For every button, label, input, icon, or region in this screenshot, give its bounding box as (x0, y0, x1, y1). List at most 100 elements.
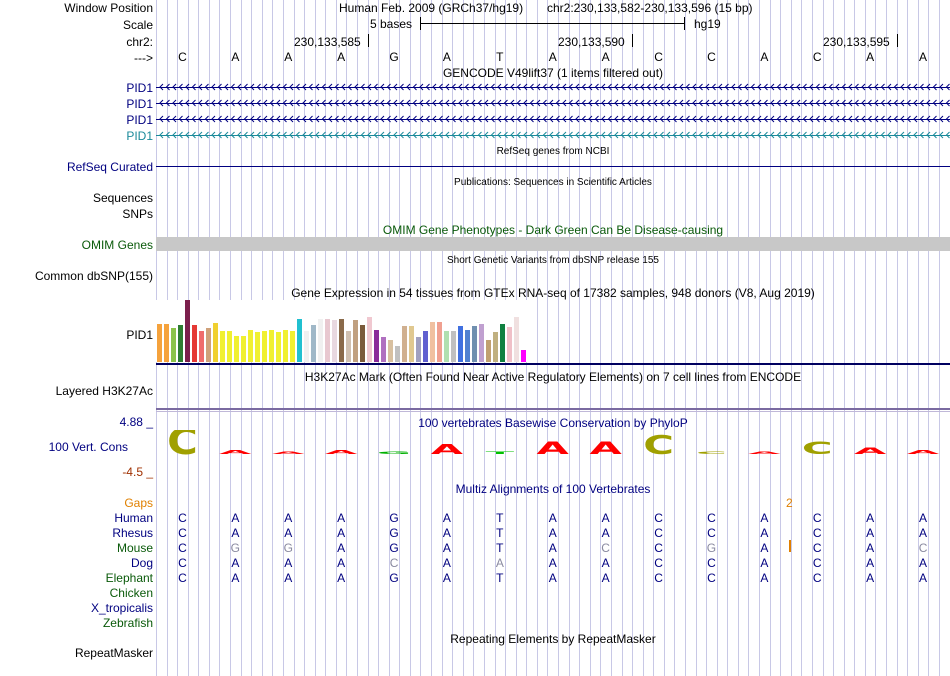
gtex-bar[interactable] (416, 337, 421, 362)
strand-arrow (497, 131, 502, 139)
dbsnp-label[interactable]: Common dbSNP(155) (34, 269, 153, 283)
gtex-bar[interactable] (458, 326, 463, 362)
gtex-bar[interactable] (493, 332, 498, 362)
gencode-label[interactable]: PID1 (126, 97, 153, 111)
aligned-base: C (389, 556, 399, 570)
species-label[interactable]: Mouse (116, 541, 153, 555)
gtex-bar[interactable] (276, 332, 281, 362)
gtex-bar[interactable] (178, 325, 183, 362)
gtex-bar[interactable] (500, 324, 505, 362)
gtex-bar[interactable] (318, 319, 323, 362)
repeat-label[interactable]: RepeatMasker (74, 646, 153, 660)
refseq-line[interactable] (156, 166, 950, 167)
gtex-bar[interactable] (199, 331, 204, 362)
gtex-bar[interactable] (332, 320, 337, 362)
strand-arrow (529, 83, 534, 91)
gtex-bar[interactable] (325, 319, 330, 362)
snps-label[interactable]: SNPs (122, 207, 153, 221)
strand-arrow (698, 131, 703, 139)
h3k27ac-label[interactable]: Layered H3K27Ac (55, 384, 153, 398)
gtex-bar[interactable] (472, 326, 477, 362)
gtex-bar[interactable] (346, 331, 351, 362)
species-label[interactable]: Elephant (105, 571, 153, 585)
gtex-bar[interactable] (192, 325, 197, 362)
gtex-bar[interactable] (514, 317, 519, 362)
phylop-label[interactable]: 100 Vert. Cons (48, 440, 128, 454)
gtex-bar[interactable] (311, 325, 316, 362)
strand-arrow (477, 99, 482, 107)
gtex-bar[interactable] (360, 325, 365, 362)
gtex-bar[interactable] (395, 346, 400, 362)
gencode-label[interactable]: PID1 (126, 81, 153, 95)
gtex-bar[interactable] (367, 317, 372, 362)
gene-feature[interactable] (156, 103, 950, 107)
gtex-bar[interactable] (507, 327, 512, 362)
gtex-bar[interactable] (220, 331, 225, 362)
species-label[interactable]: X_tropicalis (90, 601, 153, 615)
omim-label[interactable]: OMIM Genes (81, 238, 153, 252)
gtex-bar[interactable] (451, 331, 456, 362)
gtex-bar[interactable] (521, 350, 526, 362)
gtex-bar[interactable] (185, 300, 190, 362)
gtex-bar[interactable] (444, 331, 449, 362)
gtex-bar[interactable] (248, 330, 253, 362)
gene-feature[interactable] (156, 119, 950, 123)
strand-arrow (230, 83, 235, 91)
gtex-bar[interactable] (262, 331, 267, 362)
gaps-label[interactable]: Gaps (124, 496, 153, 510)
gtex-bar[interactable] (437, 322, 442, 362)
gtex-bar[interactable] (486, 340, 491, 362)
gencode-label[interactable]: PID1 (126, 113, 153, 127)
gtex-bar[interactable] (339, 319, 344, 362)
gencode-label[interactable]: PID1 (126, 129, 153, 143)
gtex-bar[interactable] (423, 331, 428, 362)
gtex-bar[interactable] (171, 328, 176, 362)
species-label[interactable]: Human (114, 511, 153, 525)
gtex-bar[interactable] (241, 336, 246, 362)
strand-arrow (399, 115, 404, 123)
gtex-bar[interactable] (290, 331, 295, 362)
strand-arrow (770, 131, 775, 139)
gtex-bar[interactable] (430, 322, 435, 362)
refseq-label[interactable]: RefSeq Curated (66, 160, 153, 174)
gtex-bar[interactable] (164, 324, 169, 362)
gtex-bar[interactable] (479, 324, 484, 362)
strand-arrow (178, 99, 183, 107)
gtex-bar[interactable] (269, 330, 274, 362)
gtex-bar[interactable] (255, 332, 260, 362)
strand-arrow (367, 99, 372, 107)
gtex-bar[interactable] (374, 330, 379, 362)
gene-feature[interactable] (156, 135, 950, 139)
gtex-bar[interactable] (465, 330, 470, 362)
gtex-bar[interactable] (157, 324, 162, 362)
gtex-bar[interactable] (381, 337, 386, 362)
gtex-bar[interactable] (353, 320, 358, 362)
species-label[interactable]: Rhesus (112, 526, 153, 540)
species-label[interactable]: Zebrafish (102, 616, 153, 630)
strand-arrow (854, 115, 859, 123)
gtex-bar[interactable] (206, 328, 211, 362)
gtex-bar[interactable] (283, 330, 288, 362)
strand-arrow (841, 115, 846, 123)
gtex-bar[interactable] (297, 319, 302, 362)
gtex-bar[interactable] (409, 326, 414, 362)
species-label[interactable]: Dog (130, 556, 153, 570)
gtex-bar[interactable] (234, 336, 239, 362)
gtex-bar[interactable] (304, 331, 309, 362)
strand-arrow (380, 131, 385, 139)
gtex-bar[interactable] (213, 323, 218, 362)
gtex-bar[interactable] (402, 326, 407, 362)
species-label[interactable]: Chicken (109, 586, 153, 600)
sequences-label[interactable]: Sequences (92, 191, 153, 205)
strand-arrow (562, 83, 567, 91)
gtex-bar[interactable] (227, 331, 232, 362)
gtex-expression-chart[interactable] (156, 300, 536, 362)
gtex-bar[interactable] (388, 340, 393, 362)
gtex-label[interactable]: PID1 (126, 328, 153, 342)
gene-feature[interactable] (156, 87, 950, 91)
omim-feature[interactable] (156, 237, 950, 251)
strand-arrow (692, 115, 697, 123)
phylop-glyph: A (854, 446, 887, 457)
